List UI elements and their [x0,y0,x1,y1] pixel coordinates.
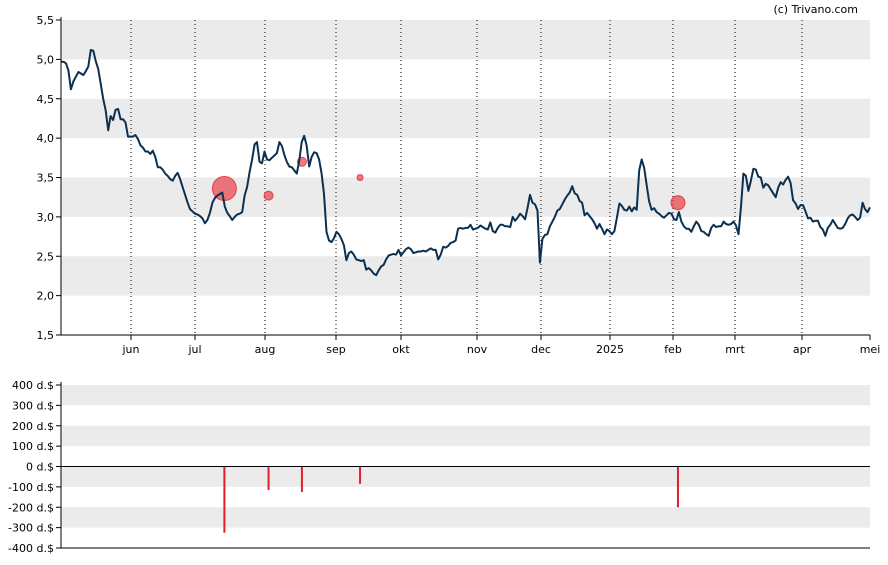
y-tick-label: 5,5 [37,14,55,27]
grid-band [61,425,870,447]
y-tick-label: -400 d.$ [8,542,54,555]
x-tick-label: okt [392,343,410,356]
event-marker [356,174,364,181]
grid-band [61,256,870,296]
volume-bars [223,466,679,533]
grid-band [61,385,870,406]
x-tick-label: aug [255,343,276,356]
price-line [61,48,871,277]
x-tick-label: jun [122,343,140,356]
y-tick-label: 400 d.$ [12,379,54,392]
y-tick-label: -200 d.$ [8,501,54,514]
volume-grid-bands [61,385,870,528]
x-tick-label: sep [326,343,345,356]
price-y-axis: 1,5 2,0 2,5 3,0 3,5 4,0 4,5 5,0 5,5 [37,14,61,342]
x-tick-label: mrt [725,343,745,356]
price-panel: 1,5 2,0 2,5 3,0 3,5 4,0 4,5 5,0 5,5 jun jul aug sep… [37,14,881,356]
volume-y-axis: 400 d.$ 300 d.$ 200 d.$ 100 d.$ 0 d.$ -100 d.… [8,379,61,555]
event-marker [670,195,686,211]
grid-band [61,507,870,528]
volume-panel: 400 d.$ 300 d.$ 200 d.$ 100 d.$ 0 d.$ -100 d.… [8,379,870,555]
y-tick-label: 1,5 [37,329,55,342]
y-tick-label: 300 d.$ [12,399,54,412]
x-tick-label: jul [187,343,201,356]
y-tick-label: 3,0 [37,211,55,224]
x-tick-label: dec [531,343,551,356]
x-tick-label: nov [467,343,488,356]
grid-band [61,466,870,487]
y-tick-label: 2,5 [37,250,55,263]
credit-text: (c) Trivano.com [773,3,858,16]
y-tick-label: 200 d.$ [12,420,54,433]
price-month-gridlines [130,20,803,335]
y-tick-label: 4,5 [37,93,55,106]
price-x-axis: jun jul aug sep okt nov dec 2025 feb mrt apr mei [122,335,881,356]
y-tick-label: -100 d.$ [8,481,54,494]
y-tick-label: 5,0 [37,53,55,66]
y-tick-label: 100 d.$ [12,440,54,453]
y-tick-label: 3,5 [37,172,55,185]
grid-band [61,20,870,60]
y-tick-label: 0 d.$ [26,461,54,474]
grid-band [61,98,870,139]
x-tick-label: mei [860,343,881,356]
price-grid-bands [61,20,870,296]
x-tick-label: feb [664,343,682,356]
y-tick-label: 2,0 [37,290,55,303]
x-tick-label: 2025 [596,343,624,356]
price-axes [60,17,870,336]
y-tick-label: -300 d.$ [8,522,54,535]
event-marker [263,190,274,201]
y-tick-label: 4,0 [37,132,55,145]
volume-axes [60,382,870,549]
x-tick-label: apr [793,343,812,356]
